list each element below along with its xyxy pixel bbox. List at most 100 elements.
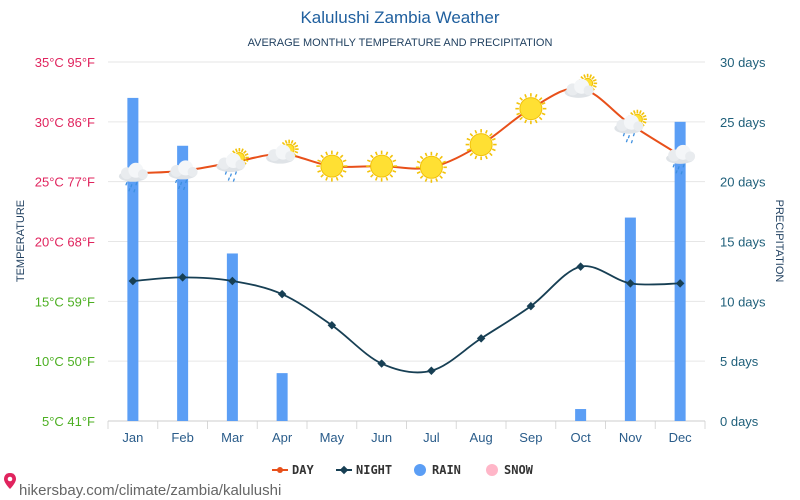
rain-drop — [130, 184, 133, 188]
sun-ray — [320, 174, 324, 178]
precipitation-tick-label: 5 days — [720, 354, 759, 369]
sun-ray — [516, 101, 521, 105]
sun-ray — [630, 111, 634, 116]
legend-marker — [486, 464, 498, 476]
rain-bar — [674, 121, 686, 421]
sun-ray — [335, 176, 339, 181]
precipitation-tick-label: 10 days — [720, 294, 766, 309]
cloud-sun-icon — [564, 73, 598, 98]
precipitation-axis-title: PRECIPITATION — [773, 200, 785, 283]
sun-ray — [519, 97, 523, 101]
rain-drop — [232, 178, 235, 182]
rain-bar — [177, 145, 189, 421]
night-temperature-point — [476, 334, 486, 343]
rain-drop — [224, 171, 227, 175]
sun-ray — [284, 140, 288, 144]
rain-drop — [185, 179, 188, 184]
footer-url[interactable]: hikersbay.com/climate/zambia/kalulushi — [19, 482, 281, 499]
sun-ray — [592, 78, 597, 82]
legend-item-snow: SNOW — [486, 463, 534, 477]
sun-ray — [491, 137, 496, 141]
sun-ray — [317, 159, 322, 163]
legend-marker — [414, 464, 426, 476]
map-pin-icon — [4, 473, 16, 489]
sun-ray — [474, 129, 478, 134]
sun-ray — [642, 120, 647, 124]
sun-ray — [541, 112, 546, 116]
precipitation-tick-label: 0 days — [720, 414, 759, 429]
sun-ray — [243, 150, 247, 154]
legend-label: SNOW — [504, 463, 534, 477]
rain-drop — [682, 164, 685, 168]
sun-ray — [474, 155, 478, 160]
night-temperature-point — [277, 289, 287, 299]
precipitation-tick-label: 20 days — [720, 175, 766, 190]
sun-ray — [538, 97, 543, 101]
sun-ray — [339, 174, 344, 178]
night-temperature-point — [327, 321, 337, 330]
cloud-rain-icon — [666, 144, 696, 175]
rain-bars — [127, 97, 686, 422]
sun-ray — [424, 152, 428, 157]
sun-icon — [415, 151, 447, 183]
month-label: Apr — [272, 430, 293, 445]
legend-label: DAY — [292, 463, 314, 477]
cloud-rain-icon — [168, 160, 198, 191]
sun-ray — [374, 176, 378, 181]
temperature-axis: 35°C 95°F 30°C 86°F 25°C 77°F 20°C 68°F 15°C… — [35, 55, 95, 429]
cloud-part — [685, 151, 696, 162]
chart-subtitle: AVERAGE MONTHLY TEMPERATURE AND PRECIPIT… — [248, 37, 553, 49]
sun-ray — [392, 159, 397, 163]
sun-disc — [519, 97, 543, 121]
sun-ray — [317, 169, 322, 173]
sun-ray — [534, 119, 538, 124]
rain-drop — [178, 185, 181, 190]
sun-ray — [374, 151, 378, 156]
cloud-part — [137, 169, 148, 180]
legend-label: NIGHT — [356, 463, 392, 477]
chart-title: Kalulushi Zambia Weather — [300, 8, 499, 27]
sun-ray — [435, 178, 439, 182]
night-temperature-point — [377, 359, 386, 368]
month-label: Mar — [221, 430, 244, 445]
rain-drop — [135, 182, 138, 186]
sun-ray — [232, 150, 236, 154]
sun-ray — [290, 140, 294, 144]
sun-ray — [244, 153, 249, 156]
rain-drop — [672, 164, 675, 168]
cloud-part — [633, 121, 644, 132]
month-label: Aug — [470, 430, 493, 445]
sun-ray — [370, 174, 374, 178]
sun-ray — [516, 112, 521, 116]
rain-drop — [229, 173, 232, 177]
sun-ray — [469, 152, 474, 157]
sun-ray — [589, 74, 592, 79]
night-temperature-line — [132, 265, 681, 374]
sun-icon — [366, 150, 398, 182]
sun-ray — [292, 141, 297, 146]
month-label: Jun — [371, 430, 392, 445]
grid-lines — [107, 61, 706, 429]
sun-ray — [524, 119, 528, 124]
sun-ray — [592, 84, 597, 88]
rain-bar — [575, 409, 587, 421]
night-temperature-point — [427, 366, 436, 375]
cloud-part — [187, 166, 198, 177]
month-label: Oct — [571, 430, 592, 445]
rain-drop — [677, 166, 680, 170]
sun-ray — [491, 148, 496, 152]
month-label: Dec — [669, 430, 693, 445]
sun-ray — [389, 174, 394, 178]
sun-ray — [389, 154, 394, 159]
sun-ray — [469, 133, 474, 137]
sun-ray — [335, 151, 339, 156]
rain-drop — [622, 133, 625, 137]
sun-ray — [583, 74, 587, 79]
sun-ray — [325, 176, 329, 181]
sun-ray — [435, 152, 439, 157]
rain-bar — [276, 373, 288, 421]
sun-ray — [642, 114, 647, 118]
temperature-tick-label: 10°C 50°F — [35, 354, 95, 369]
sun-ray — [466, 137, 471, 141]
